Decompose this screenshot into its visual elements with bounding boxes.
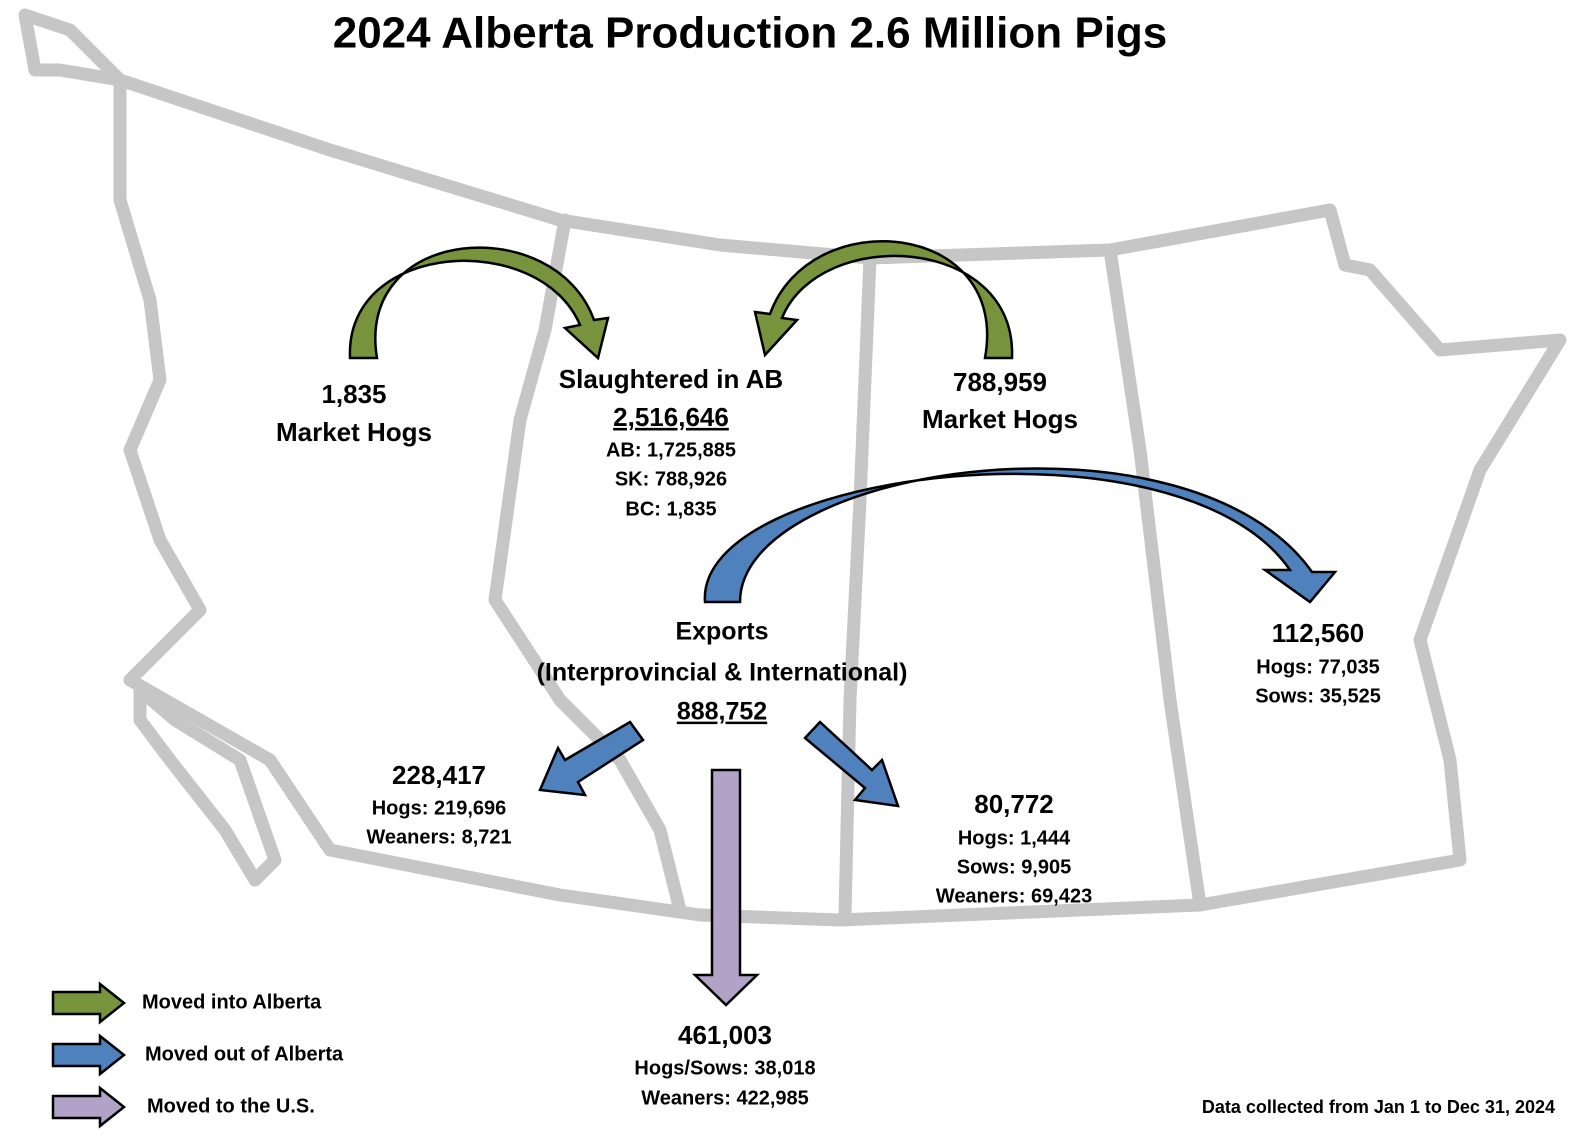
destination-line: Sows: 35,525: [1255, 685, 1381, 707]
destination-total: 228,417: [392, 760, 486, 790]
import-total: 1,835: [321, 379, 386, 409]
export-arrow: [538, 720, 645, 797]
import-arrow: [753, 240, 1014, 360]
destination-total: 112,560: [1272, 618, 1365, 648]
footnote: Data collected from Jan 1 to Dec 31, 202…: [1202, 1097, 1555, 1117]
export-arrow: [703, 467, 1338, 604]
destination-line: Weaners: 8,721: [366, 826, 511, 848]
import-label: Market Hogs: [922, 404, 1078, 434]
destination-line: Hogs: 219,696: [372, 797, 507, 819]
destination-line: Hogs: 77,035: [1256, 656, 1379, 678]
slaughter-heading: Slaughtered in AB: [559, 364, 783, 394]
exports-total: 888,752: [677, 698, 767, 726]
map-outline: [18, 8, 1567, 927]
legend-arrow: [51, 1033, 127, 1077]
destination-line: Sows: 9,905: [957, 856, 1072, 878]
exports-heading: Exports: [675, 618, 768, 646]
exports-subheading: (Interprovincial & International): [537, 659, 908, 687]
destination-line: Weaners: 422,985: [641, 1087, 809, 1109]
legend-arrow: [51, 1085, 127, 1129]
destination-line: Weaners: 69,423: [936, 885, 1092, 907]
title: 2024 Alberta Production 2.6 Million Pigs: [333, 9, 1168, 58]
destination-total: 80,772: [974, 789, 1054, 819]
legend-label: Moved out of Alberta: [145, 1043, 344, 1065]
legend-label: Moved into Alberta: [142, 991, 322, 1013]
export-arrow: [803, 720, 900, 808]
import-label: Market Hogs: [276, 417, 432, 447]
destination-line: Hogs: 1,444: [958, 827, 1071, 849]
destination-total: 461,003: [678, 1020, 772, 1050]
import-total: 788,959: [953, 367, 1047, 397]
slaughter-line: BC: 1,835: [625, 498, 716, 520]
legend-label: Moved to the U.S.: [147, 1095, 315, 1117]
legend: Moved into Alberta Moved out of Alberta …: [51, 981, 344, 1129]
slaughter-line: AB: 1,725,885: [606, 439, 736, 461]
destination-line: Hogs/Sows: 38,018: [634, 1057, 815, 1079]
import-arrow: [348, 246, 610, 361]
legend-arrow: [51, 981, 127, 1025]
slaughter-line: SK: 788,926: [615, 468, 727, 490]
us-arrow: [691, 768, 761, 1007]
slaughter-total: 2,516,646: [613, 402, 729, 432]
